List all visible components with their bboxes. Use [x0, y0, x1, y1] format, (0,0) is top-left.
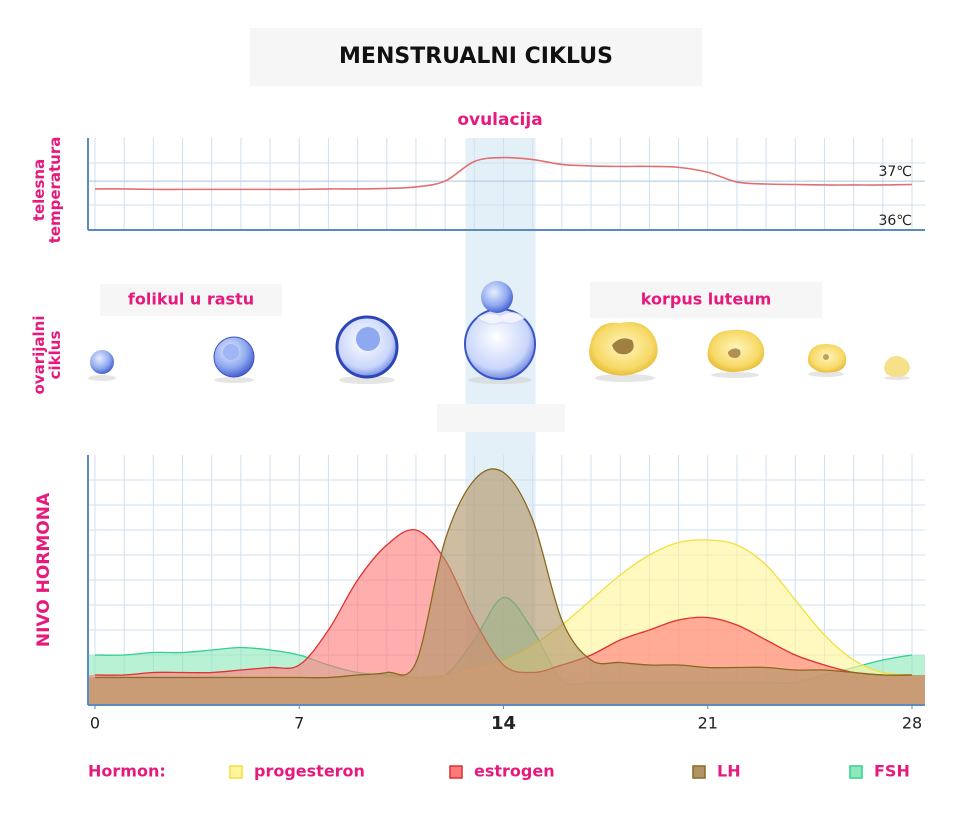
y-axis-label: ovarijalni ciklus	[30, 315, 64, 395]
x-tick-label: 14	[491, 713, 516, 734]
phase-box	[590, 282, 822, 318]
follicles	[88, 281, 536, 384]
blank-box	[437, 404, 565, 432]
temperature-line	[94, 156, 913, 191]
phase-label: folikul u rastu	[128, 290, 254, 309]
x-tick-label: 21	[698, 714, 718, 733]
area-fill	[88, 468, 925, 705]
legend-label: LH	[717, 762, 741, 781]
legend-swatch	[849, 765, 863, 779]
legend-swatch	[449, 765, 463, 779]
y-axis-label-box: NIVO HORMONA	[34, 492, 55, 648]
legend-label: estrogen	[474, 762, 555, 781]
phase-label: korpus luteum	[641, 290, 771, 309]
y-axis-label-box: telesna temperatura	[30, 136, 64, 244]
phase-box	[100, 284, 282, 316]
corpus-luteum	[589, 322, 910, 382]
area-line	[94, 468, 913, 679]
x-tick-label: 0	[90, 714, 100, 733]
title: MENSTRUALNI CIKLUS	[339, 44, 613, 69]
x-tick-label: 7	[294, 714, 304, 733]
annotation: ovulacija	[457, 110, 542, 130]
legend-swatch	[692, 765, 706, 779]
y-tick-label: 36℃	[878, 213, 912, 229]
y-axis-label-box: ovarijalni ciklus	[30, 315, 64, 395]
legend-label: FSH	[874, 762, 910, 781]
y-axis-label: telesna temperatura	[30, 136, 64, 244]
title-box	[250, 28, 702, 86]
y-tick-label: 37℃	[878, 164, 912, 180]
legend-swatch	[229, 765, 243, 779]
legend-title: Hormon:	[88, 762, 166, 781]
area-fill	[88, 529, 925, 705]
y-axis-label: NIVO HORMONA	[34, 492, 55, 648]
x-tick-label: 28	[902, 714, 922, 733]
legend-label: progesteron	[254, 762, 365, 781]
